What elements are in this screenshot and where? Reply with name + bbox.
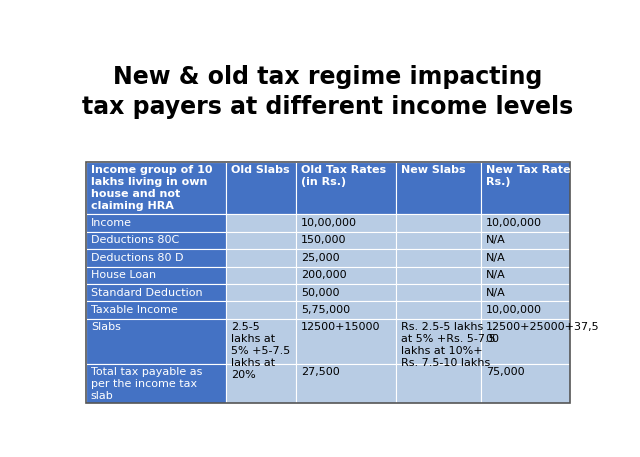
Text: 10,00,000: 10,00,000	[486, 305, 541, 315]
Bar	[227, 319, 296, 364]
Bar	[396, 249, 481, 266]
Text: Deductions 80 D: Deductions 80 D	[91, 253, 184, 263]
Bar	[481, 249, 570, 266]
Text: Taxable Income: Taxable Income	[91, 305, 178, 315]
Bar	[86, 249, 227, 266]
Bar	[481, 302, 570, 319]
Text: 25,000: 25,000	[301, 253, 339, 263]
Bar	[227, 364, 296, 403]
Bar	[396, 364, 481, 403]
Text: 12500+25000+37,5
00: 12500+25000+37,5 00	[486, 322, 599, 344]
Bar	[296, 214, 396, 232]
Bar	[481, 284, 570, 302]
Bar	[396, 284, 481, 302]
Bar	[481, 266, 570, 284]
Text: 2.5-5
lakhs at
5% +5-7.5
lakhs at
20%: 2.5-5 lakhs at 5% +5-7.5 lakhs at 20%	[231, 322, 291, 380]
Bar	[86, 284, 227, 302]
Text: 10,00,000: 10,00,000	[486, 218, 541, 228]
Text: 5,75,000: 5,75,000	[301, 305, 350, 315]
Bar	[481, 364, 570, 403]
Text: Old Slabs: Old Slabs	[231, 165, 290, 175]
Bar	[227, 266, 296, 284]
Bar	[396, 214, 481, 232]
Bar	[481, 232, 570, 249]
Bar	[296, 284, 396, 302]
Bar	[481, 162, 570, 214]
Bar	[86, 162, 227, 214]
Bar	[86, 266, 227, 284]
Text: Old Tax Rates
(in Rs.): Old Tax Rates (in Rs.)	[301, 165, 386, 187]
Text: New & old tax regime impacting
tax payers at different income levels: New & old tax regime impacting tax payer…	[83, 65, 573, 119]
Bar	[396, 319, 481, 364]
Text: House Loan: House Loan	[91, 270, 156, 280]
Bar	[296, 162, 396, 214]
Bar	[481, 319, 570, 364]
Bar	[86, 162, 570, 403]
Bar	[227, 214, 296, 232]
Text: New Slabs: New Slabs	[401, 165, 466, 175]
Bar	[86, 302, 227, 319]
Bar	[86, 232, 227, 249]
Text: 75,000: 75,000	[486, 367, 524, 377]
Text: Slabs: Slabs	[91, 322, 121, 332]
Bar	[396, 162, 481, 214]
Text: 50,000: 50,000	[301, 288, 339, 298]
Text: Rs. 2.5-5 lakhs
at 5% +Rs. 5-7.5
lakhs at 10%+
Rs. 7.5-10 lakhs: Rs. 2.5-5 lakhs at 5% +Rs. 5-7.5 lakhs a…	[401, 322, 496, 368]
Text: 200,000: 200,000	[301, 270, 346, 280]
Text: 10,00,000: 10,00,000	[301, 218, 356, 228]
Bar	[86, 214, 227, 232]
Text: 12500+15000: 12500+15000	[301, 322, 380, 332]
Text: Income: Income	[91, 218, 132, 228]
Text: N/A: N/A	[486, 288, 506, 298]
Bar	[227, 284, 296, 302]
Text: Standard Deduction: Standard Deduction	[91, 288, 202, 298]
Bar	[227, 249, 296, 266]
Bar	[396, 266, 481, 284]
Bar	[227, 232, 296, 249]
Text: Deductions 80C: Deductions 80C	[91, 235, 179, 245]
Text: 27,500: 27,500	[301, 367, 339, 377]
Text: 150,000: 150,000	[301, 235, 346, 245]
Bar	[296, 364, 396, 403]
Bar	[296, 266, 396, 284]
Bar	[86, 319, 227, 364]
Bar	[296, 302, 396, 319]
Bar	[481, 214, 570, 232]
Bar	[396, 302, 481, 319]
Bar	[296, 319, 396, 364]
Text: N/A: N/A	[486, 270, 506, 280]
Text: Income group of 10
lakhs living in own
house and not
claiming HRA: Income group of 10 lakhs living in own h…	[91, 165, 212, 211]
Text: Total tax payable as
per the income tax
slab: Total tax payable as per the income tax …	[91, 367, 202, 401]
Text: N/A: N/A	[486, 253, 506, 263]
Bar	[296, 249, 396, 266]
Bar	[227, 162, 296, 214]
Bar	[396, 232, 481, 249]
Text: New Tax Rates (in
Rs.): New Tax Rates (in Rs.)	[486, 165, 598, 187]
Text: N/A: N/A	[486, 235, 506, 245]
Bar	[86, 364, 227, 403]
Bar	[296, 232, 396, 249]
Bar	[227, 302, 296, 319]
